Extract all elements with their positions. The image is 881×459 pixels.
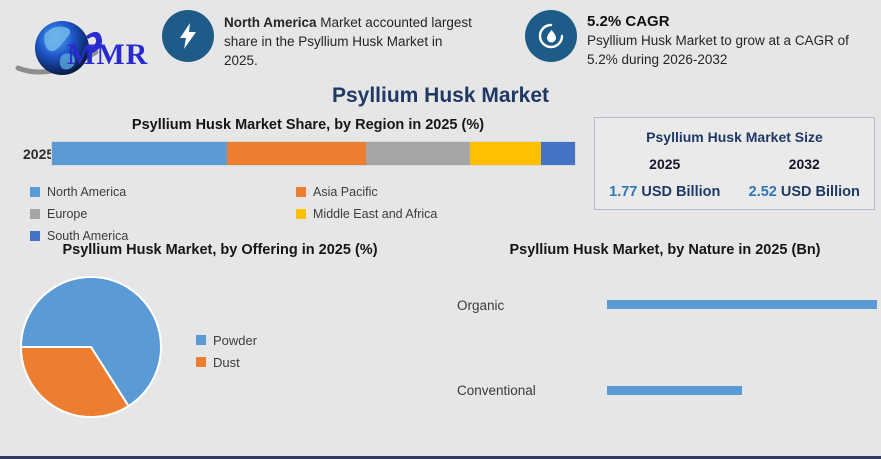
highlight-text: North America Market accounted largest s… bbox=[224, 13, 472, 70]
droplet-icon bbox=[538, 23, 564, 49]
lightning-icon bbox=[180, 23, 196, 49]
legend-swatch-icon bbox=[30, 187, 40, 197]
market-size-col-2025: 2025 1.77 USD Billion bbox=[595, 156, 735, 200]
nature-bar-conventional bbox=[607, 386, 742, 395]
market-size-unit: USD Billion bbox=[641, 184, 721, 200]
highlight-bold-text: North America bbox=[224, 15, 317, 30]
pie-slice-dust bbox=[20, 346, 130, 418]
logo-text: MMR bbox=[67, 38, 149, 71]
market-size-value: 1.77 USD Billion bbox=[595, 184, 735, 200]
region-segment-middle-east-and-africa bbox=[470, 142, 541, 165]
legend-item-dust: Dust bbox=[196, 351, 316, 373]
legend-label: Asia Pacific bbox=[313, 185, 378, 199]
region-year-label: 2025 bbox=[23, 146, 55, 162]
market-size-year: 2025 bbox=[649, 156, 681, 172]
nature-bar-organic bbox=[607, 300, 877, 309]
legend-label: Dust bbox=[213, 354, 240, 370]
legend-swatch-icon bbox=[30, 231, 40, 241]
droplet-icon-badge bbox=[525, 10, 577, 62]
market-size-number: 1.77 bbox=[609, 184, 638, 200]
nature-label-conventional: Conventional bbox=[457, 383, 536, 398]
legend-item-south-america: South America bbox=[30, 225, 296, 247]
bottom-accent-strip bbox=[0, 456, 881, 459]
globe-icon bbox=[15, 21, 103, 75]
market-size-value: 2.52 USD Billion bbox=[735, 184, 875, 200]
offering-chart-title: Psyllium Husk Market, by Offering in 202… bbox=[62, 242, 378, 258]
region-legend: North America Asia Pacific Europe Middle Ea… bbox=[30, 181, 576, 247]
legend-label: South America bbox=[47, 229, 129, 243]
legend-item-north-america: North America bbox=[30, 181, 296, 203]
legend-label: Europe bbox=[47, 207, 88, 221]
pie-chart-svg bbox=[20, 276, 162, 418]
lightning-icon-badge bbox=[162, 10, 214, 62]
highlight-north-america: North America Market accounted largest s… bbox=[162, 10, 474, 70]
cagr-body: Psyllium Husk Market to grow at a CAGR o… bbox=[587, 33, 849, 67]
page-title: Psyllium Husk Market bbox=[331, 84, 550, 107]
region-segment-asia-pacific bbox=[227, 142, 366, 165]
legend-swatch-icon bbox=[196, 357, 206, 367]
offering-legend: Powder Dust bbox=[196, 329, 316, 373]
region-stacked-bar bbox=[52, 142, 575, 165]
legend-label: Powder bbox=[213, 332, 258, 348]
market-size-number: 2.52 bbox=[748, 184, 777, 200]
region-segment-south-america bbox=[540, 142, 575, 165]
legend-label: Middle East and Africa bbox=[313, 207, 438, 221]
pie-slice-powder bbox=[20, 276, 162, 408]
legend-item-asia-pacific: Asia Pacific bbox=[296, 181, 576, 203]
legend-swatch-icon bbox=[30, 209, 40, 219]
market-size-unit: USD Billion bbox=[780, 184, 860, 200]
region-segment-north-america bbox=[52, 142, 228, 165]
legend-swatch-icon bbox=[296, 187, 306, 197]
legend-swatch-icon bbox=[196, 335, 206, 345]
region-segment-europe bbox=[365, 142, 471, 165]
legend-item-middle-east-and-africa: Middle East and Africa bbox=[296, 203, 576, 225]
highlight-rest-text: Market accounted largest share in the Ps… bbox=[224, 15, 472, 68]
nature-chart-title: Psyllium Husk Market, by Nature in 2025 … bbox=[509, 242, 821, 258]
mmr-logo: MMR bbox=[12, 6, 147, 76]
legend-label: North America bbox=[47, 185, 127, 199]
market-size-box: Psyllium Husk Market Size 2025 1.77 USD … bbox=[594, 117, 875, 210]
legend-swatch-icon bbox=[296, 209, 306, 219]
highlight-cagr: 5.2% CAGR Psyllium Husk Market to grow a… bbox=[525, 10, 870, 69]
cagr-title: 5.2% CAGR bbox=[587, 13, 670, 30]
market-size-col-2032: 2032 2.52 USD Billion bbox=[735, 156, 875, 200]
legend-item-powder: Powder bbox=[196, 329, 316, 351]
market-size-year: 2032 bbox=[788, 156, 820, 172]
market-size-title: Psyllium Husk Market Size bbox=[646, 129, 823, 145]
region-chart-title: Psyllium Husk Market Share, by Region in… bbox=[131, 117, 485, 133]
nature-label-organic: Organic bbox=[457, 298, 505, 313]
legend-item-europe: Europe bbox=[30, 203, 296, 225]
offering-pie-chart bbox=[18, 274, 164, 420]
